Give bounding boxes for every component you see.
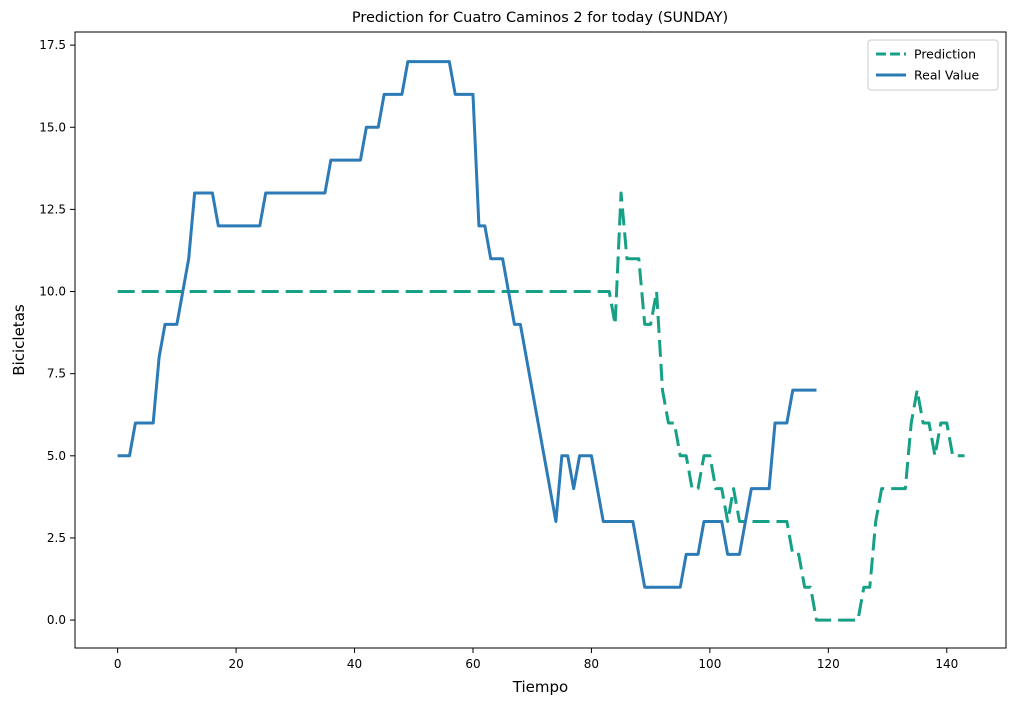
x-tick-label: 140 <box>935 657 958 671</box>
y-tick-label: 5.0 <box>47 449 66 463</box>
x-tick-label: 100 <box>698 657 721 671</box>
x-tick-label: 0 <box>114 657 122 671</box>
y-tick-label: 17.5 <box>39 38 66 52</box>
legend-entry-label: Prediction <box>914 47 976 62</box>
y-tick-label: 0.0 <box>47 613 66 627</box>
y-tick-label: 12.5 <box>39 202 66 216</box>
y-tick-label: 15.0 <box>39 120 66 134</box>
x-axis-title: Tiempo <box>512 678 568 696</box>
plot-frame <box>74 31 1007 649</box>
y-axis-title: Bicicletas <box>10 304 28 376</box>
series-line-real-value <box>117 60 817 589</box>
x-tick-label: 60 <box>465 657 480 671</box>
x-tick-label: 80 <box>584 657 599 671</box>
plot-area <box>117 60 965 622</box>
x-tick-label: 20 <box>228 657 243 671</box>
legend-box <box>867 39 999 91</box>
y-tick-label: 7.5 <box>47 367 66 381</box>
series-line-prediction <box>117 191 965 622</box>
x-tick-label: 40 <box>347 657 362 671</box>
y-tick-label: 2.5 <box>47 531 66 545</box>
legend-entry-label: Real Value <box>914 68 980 83</box>
y-axis: 0.0 2.5 5.0 7.5 10.0 12.5 15.0 17.5 <box>39 38 75 627</box>
x-axis: 0 20 40 60 80 100 120 140 <box>114 648 958 671</box>
chart-title: Prediction for Cuatro Caminos 2 for toda… <box>352 10 728 26</box>
x-tick-label: 120 <box>817 657 840 671</box>
legend: Prediction Real Value <box>867 39 999 91</box>
y-tick-label: 10.0 <box>39 285 66 299</box>
